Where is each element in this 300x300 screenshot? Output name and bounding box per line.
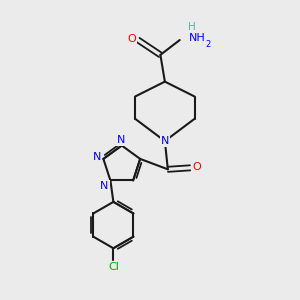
Text: NH: NH <box>189 33 206 43</box>
Text: N: N <box>116 135 125 145</box>
Text: O: O <box>127 34 136 44</box>
Text: N: N <box>93 152 101 162</box>
Text: N: N <box>100 181 109 191</box>
Text: O: O <box>192 162 201 172</box>
Text: Cl: Cl <box>108 262 119 272</box>
Text: H: H <box>188 22 196 32</box>
Text: N: N <box>161 136 169 146</box>
Text: 2: 2 <box>205 40 211 49</box>
